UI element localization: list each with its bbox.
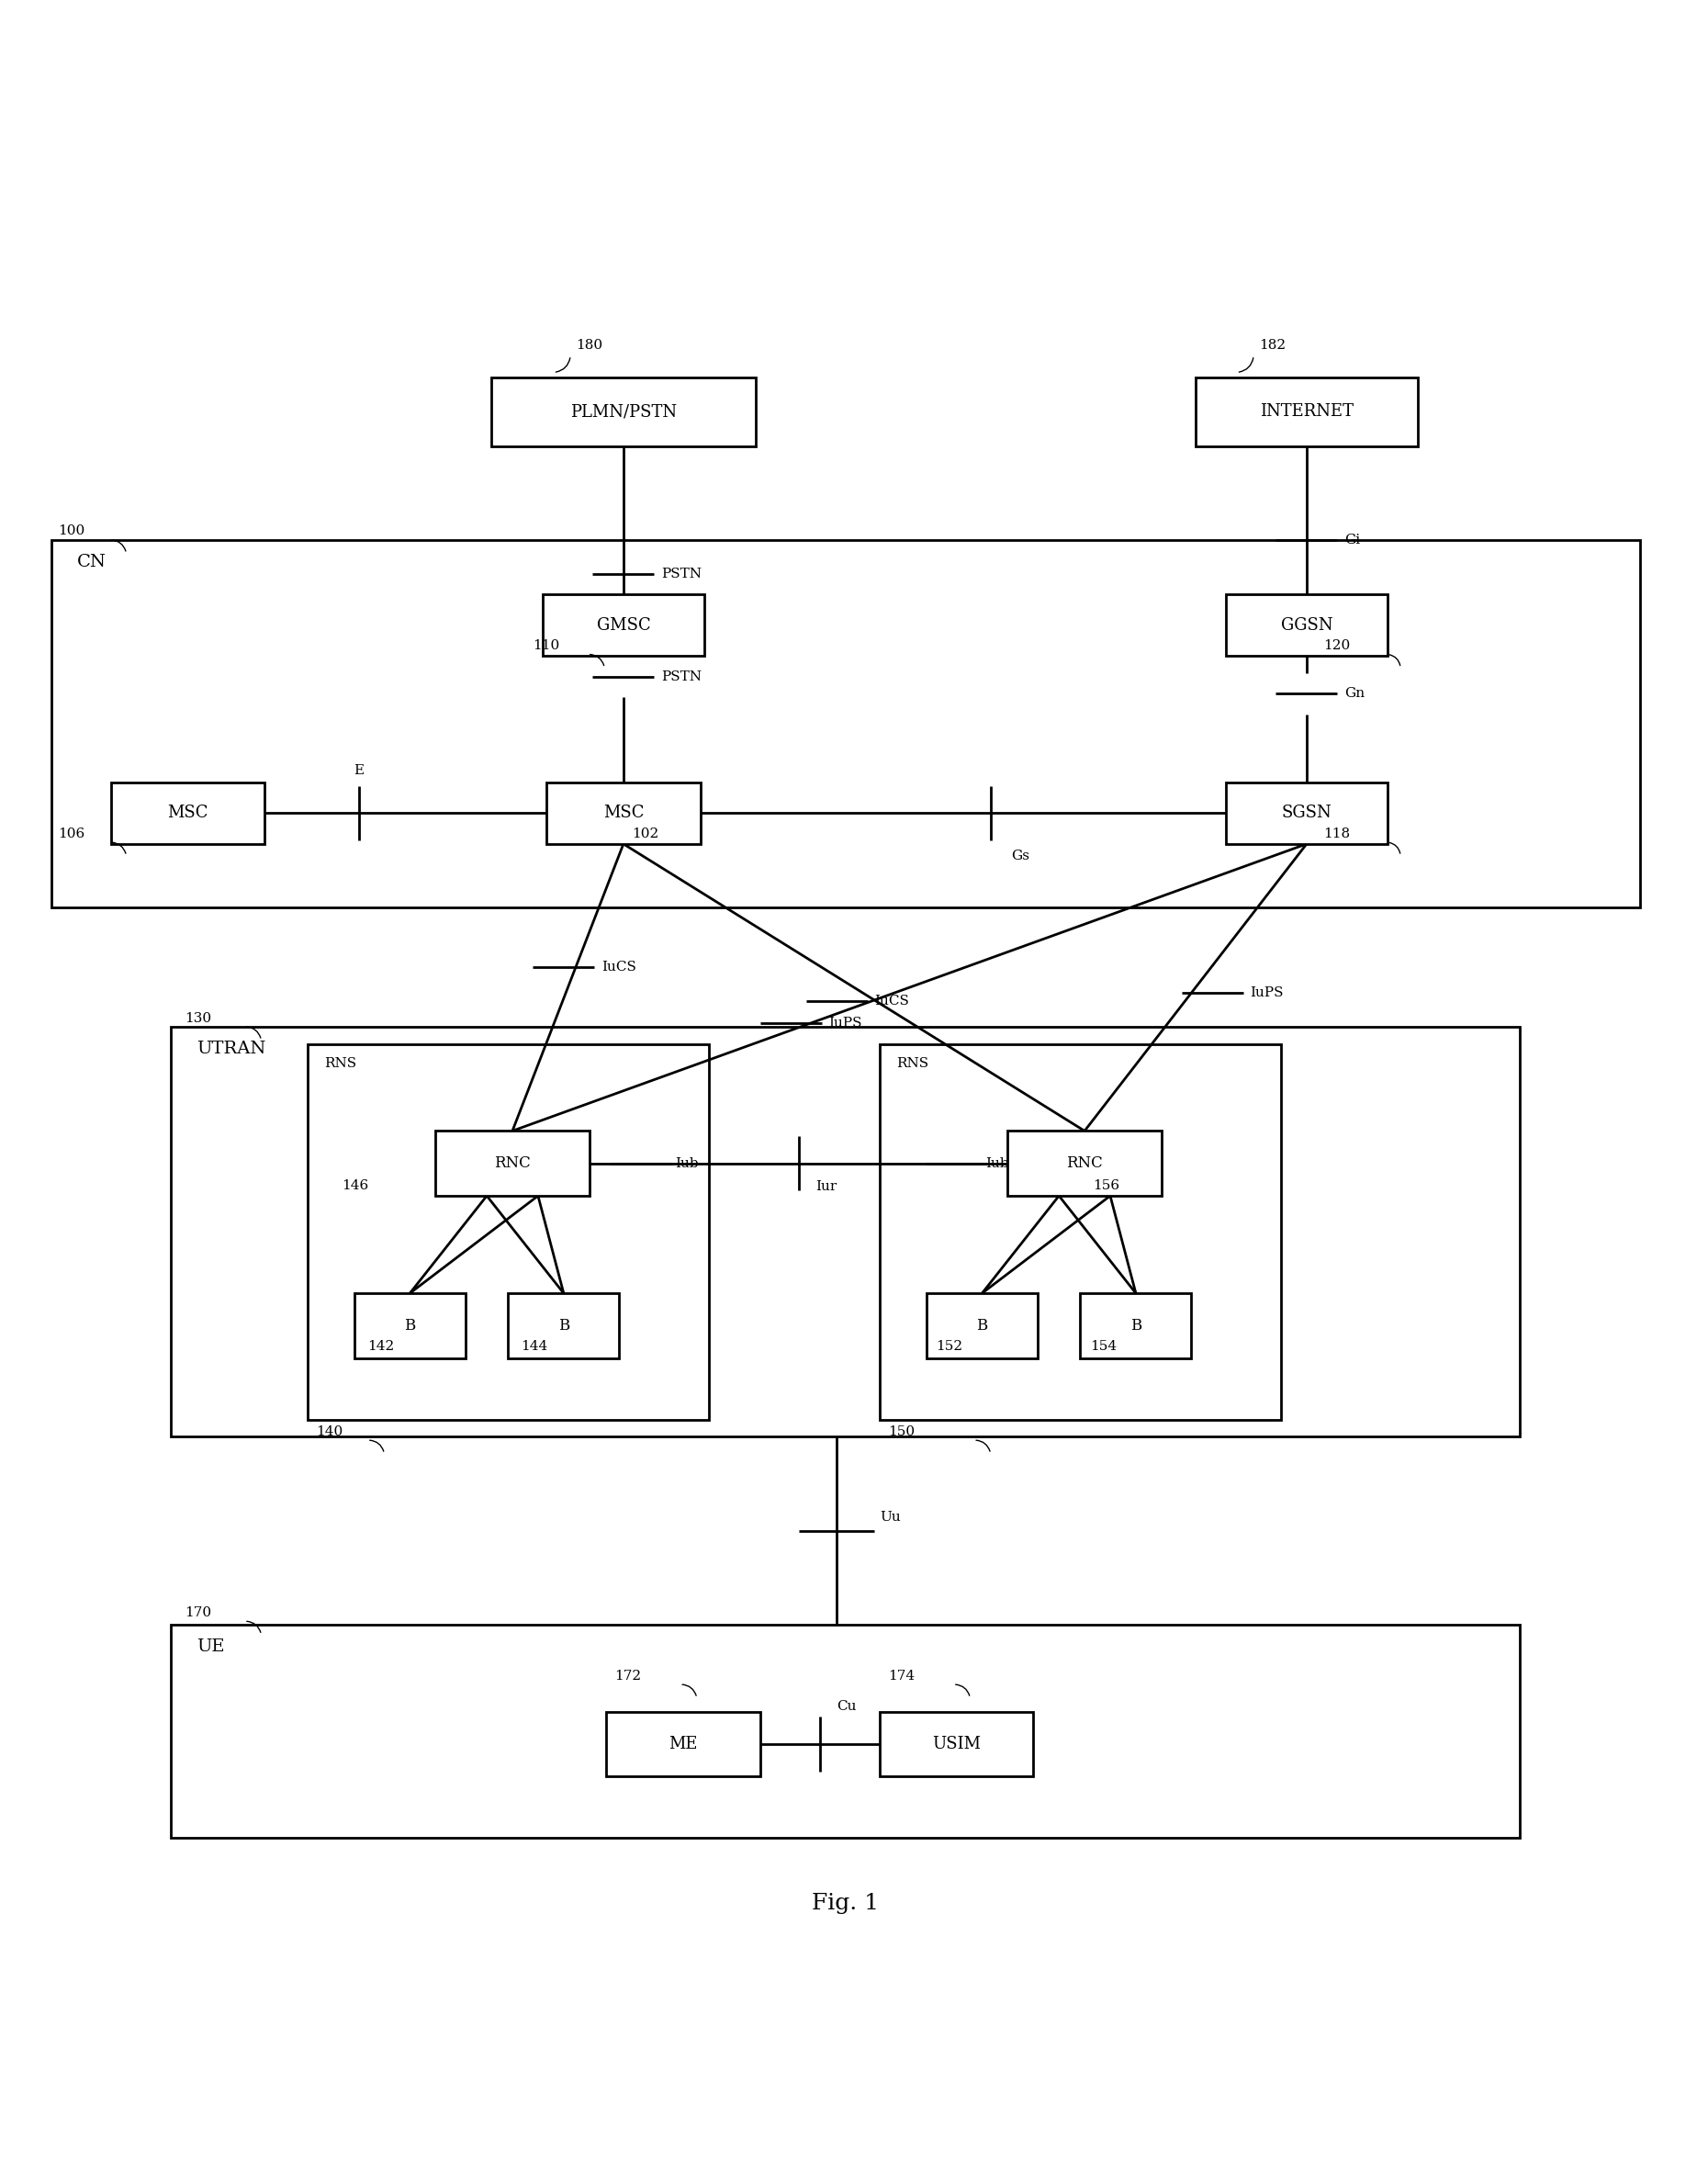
Bar (1008, 1130, 1161, 1195)
Text: GGSN: GGSN (1281, 617, 1332, 635)
Text: 100: 100 (58, 526, 85, 537)
Bar (1225, 595, 1387, 656)
Bar (880, 1043, 1281, 1419)
Text: B: B (559, 1317, 569, 1334)
Text: 140: 140 (316, 1425, 343, 1439)
Bar (541, 595, 704, 656)
Bar (51, 539, 1640, 906)
Bar (606, 1712, 760, 1778)
Text: Uu: Uu (880, 1510, 900, 1523)
Text: 152: 152 (936, 1341, 963, 1352)
Text: 144: 144 (521, 1341, 548, 1352)
Text: IuPS: IuPS (828, 1017, 863, 1030)
Text: RNS: RNS (897, 1058, 929, 1071)
Text: RNS: RNS (325, 1058, 357, 1071)
Bar (171, 1026, 1520, 1436)
Text: RNC: RNC (494, 1156, 531, 1171)
Bar (1196, 378, 1418, 445)
Bar (880, 1712, 1033, 1778)
Bar (171, 1625, 1520, 1838)
Text: Iur: Iur (815, 1180, 837, 1193)
Text: MSC: MSC (167, 804, 208, 821)
Text: PLMN/PSTN: PLMN/PSTN (570, 404, 676, 419)
Text: IuCS: IuCS (601, 960, 635, 974)
Text: Gs: Gs (1011, 850, 1030, 863)
Text: 106: 106 (58, 828, 85, 841)
Text: INTERNET: INTERNET (1261, 404, 1353, 419)
Text: 170: 170 (184, 1606, 212, 1619)
Text: CN: CN (77, 554, 106, 569)
Text: 130: 130 (184, 1013, 212, 1026)
Text: MSC: MSC (603, 804, 644, 821)
Text: 142: 142 (367, 1341, 395, 1352)
Bar (111, 782, 265, 843)
Text: 102: 102 (632, 828, 659, 841)
Text: PSTN: PSTN (661, 567, 702, 580)
Text: SGSN: SGSN (1281, 804, 1332, 821)
Text: 110: 110 (533, 639, 560, 652)
Text: 120: 120 (1324, 639, 1351, 652)
Text: Iub: Iub (986, 1156, 1009, 1169)
Text: B: B (405, 1317, 415, 1334)
Text: 182: 182 (1259, 339, 1286, 352)
Text: ME: ME (670, 1736, 697, 1751)
Bar (1225, 782, 1387, 843)
Bar (307, 1043, 709, 1419)
Bar (436, 1130, 589, 1195)
Text: 146: 146 (342, 1180, 369, 1193)
Bar (507, 1293, 618, 1358)
Text: 156: 156 (1093, 1180, 1120, 1193)
Text: 150: 150 (888, 1425, 915, 1439)
Text: Gn: Gn (1344, 687, 1365, 700)
Text: IuPS: IuPS (1250, 987, 1284, 1000)
Bar (355, 1293, 465, 1358)
Bar (1081, 1293, 1190, 1358)
Bar (547, 782, 700, 843)
Bar (926, 1293, 1037, 1358)
Text: 154: 154 (1090, 1341, 1117, 1352)
Text: Iub: Iub (675, 1156, 699, 1169)
Bar (490, 378, 755, 445)
Text: UTRAN: UTRAN (196, 1041, 266, 1056)
Text: GMSC: GMSC (596, 617, 651, 635)
Text: PSTN: PSTN (661, 669, 702, 682)
Text: Cu: Cu (837, 1699, 857, 1712)
Text: Fig. 1: Fig. 1 (811, 1893, 880, 1914)
Text: Gi: Gi (1344, 532, 1360, 545)
Text: IuCS: IuCS (874, 995, 909, 1008)
Text: RNC: RNC (1066, 1156, 1103, 1171)
Text: B: B (977, 1317, 987, 1334)
Text: UE: UE (196, 1638, 224, 1656)
Text: 180: 180 (576, 339, 603, 352)
Text: 172: 172 (615, 1669, 642, 1682)
Text: B: B (1131, 1317, 1141, 1334)
Text: E: E (354, 765, 364, 778)
Text: USIM: USIM (933, 1736, 980, 1751)
Text: 174: 174 (888, 1669, 915, 1682)
Text: 118: 118 (1324, 828, 1351, 841)
